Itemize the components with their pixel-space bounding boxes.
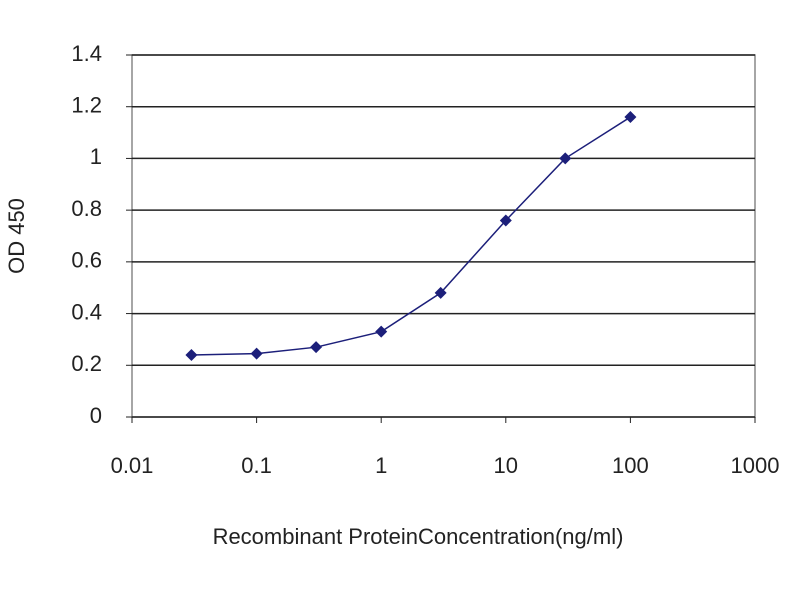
data-point bbox=[185, 348, 198, 361]
x-tick-label: 10 bbox=[494, 453, 518, 478]
y-tick-label: 0.8 bbox=[71, 196, 102, 221]
y-tick-label: 0.6 bbox=[71, 248, 102, 273]
data-point bbox=[434, 286, 447, 299]
data-point bbox=[250, 347, 263, 360]
series-line bbox=[191, 116, 631, 356]
y-tick-label: 1.4 bbox=[71, 41, 102, 66]
data-point bbox=[499, 214, 512, 227]
x-tick-label: 100 bbox=[612, 453, 649, 478]
x-tick-label: 1000 bbox=[731, 453, 780, 478]
y-tick-label: 0.4 bbox=[71, 299, 102, 324]
x-tick-label: 0.01 bbox=[111, 453, 154, 478]
y-tick-label: 0 bbox=[90, 403, 102, 428]
data-point bbox=[310, 341, 323, 354]
data-point bbox=[624, 111, 637, 124]
x-axis-label: Recombinant ProteinConcentration(ng/ml) bbox=[213, 524, 624, 549]
y-tick-label: 1.2 bbox=[71, 93, 102, 118]
x-tick-label: 0.1 bbox=[241, 453, 272, 478]
data-point bbox=[559, 152, 572, 165]
y-tick-label: 0.2 bbox=[71, 351, 102, 376]
plot-area bbox=[131, 54, 756, 418]
data-point bbox=[375, 325, 388, 338]
x-tick-label: 1 bbox=[375, 453, 387, 478]
y-axis-label: OD 450 bbox=[4, 198, 29, 274]
y-tick-label: 1 bbox=[90, 144, 102, 169]
